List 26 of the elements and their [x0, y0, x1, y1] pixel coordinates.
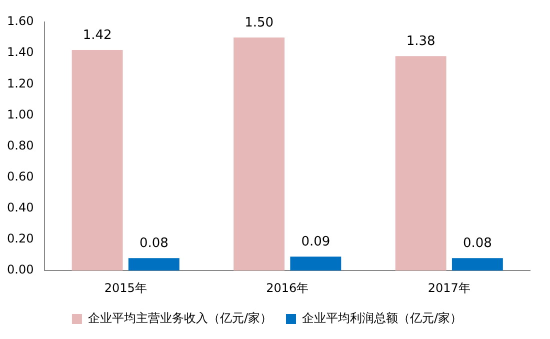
bar — [452, 258, 503, 271]
y-tick-label: 0.60 — [7, 170, 34, 184]
y-tick-label: 1.60 — [7, 14, 34, 28]
data-label: 1.38 — [406, 34, 436, 50]
y-tick-label: 0.80 — [7, 138, 34, 152]
data-label: 1.42 — [82, 28, 112, 43]
bar — [128, 258, 180, 271]
bar — [234, 38, 285, 271]
data-label: 0.09 — [301, 234, 330, 250]
y-tick-label: 0.40 — [7, 200, 34, 215]
bar — [395, 56, 446, 271]
y-tick-label: 0.00 — [7, 262, 34, 277]
y-tick-label: 1.40 — [7, 45, 34, 60]
data-label: 1.50 — [244, 15, 274, 30]
bar — [290, 256, 342, 271]
data-label: 0.08 — [462, 236, 492, 252]
bar — [72, 50, 123, 271]
x-tick-label: 2017年 — [428, 280, 470, 295]
legend-label: 企业平均利润总额（亿元/家） — [302, 311, 462, 326]
y-tick-label: 1.00 — [7, 107, 34, 122]
x-tick-label: 2016年 — [266, 280, 309, 295]
data-label: 0.08 — [139, 236, 168, 252]
legend-label: 企业平均主营业务收入（亿元/家） — [88, 311, 272, 326]
y-tick-label: 1.20 — [7, 76, 34, 90]
x-tick-label: 2015年 — [104, 280, 147, 295]
y-tick-label: 0.20 — [7, 232, 34, 246]
